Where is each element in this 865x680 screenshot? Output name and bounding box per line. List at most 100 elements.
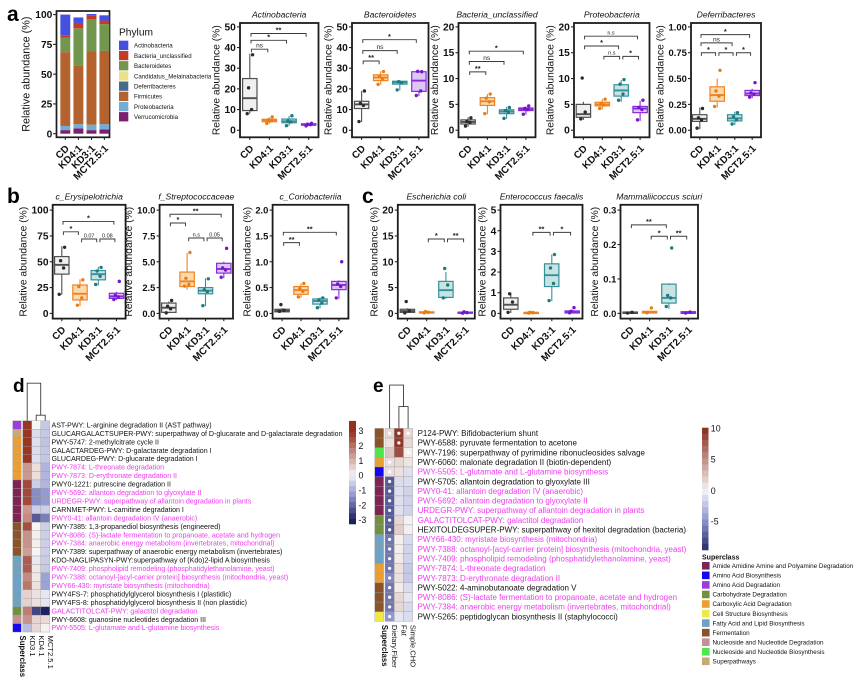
svg-text:c_Coriobacteriia: c_Coriobacteriia: [279, 191, 341, 201]
svg-text:Proteobacteria: Proteobacteria: [134, 104, 174, 111]
svg-text:Cell Structure Biosynthesis: Cell Structure Biosynthesis: [713, 611, 788, 618]
svg-text:10: 10: [443, 74, 455, 85]
svg-text:GALACTITOLCAT-PWY: galactitol: GALACTITOLCAT-PWY: galactitol degradatio…: [418, 516, 584, 525]
svg-text:5: 5: [388, 283, 394, 294]
svg-text:Candidatus_Melainabacteria: Candidatus_Melainabacteria: [134, 73, 212, 80]
svg-text:7.5: 7.5: [142, 230, 155, 241]
svg-text:e: e: [373, 376, 384, 397]
svg-text:Escherichia coli: Escherichia coli: [406, 191, 467, 201]
svg-text:**: **: [676, 228, 682, 237]
svg-text:50: 50: [37, 257, 49, 268]
svg-text:*: *: [267, 33, 270, 42]
svg-text:c: c: [362, 185, 374, 208]
svg-text:PWY-7874: L-threonate degradat: PWY-7874: L-threonate degradation: [52, 465, 165, 472]
svg-text:0.25: 0.25: [669, 99, 687, 110]
svg-text:0: 0: [43, 309, 49, 320]
svg-text:Deferribacteres: Deferribacteres: [134, 84, 176, 91]
svg-text:Carboxylic Acid Degradation: Carboxylic Acid Degradation: [713, 601, 793, 608]
svg-text:URDEGR-PWY: superpathway of al: URDEGR-PWY: superpathway of allantoin de…: [418, 506, 645, 515]
svg-text:PWY-7384: anaerobic energy met: PWY-7384: anaerobic energy metabolism (i…: [52, 541, 275, 548]
svg-text:*: *: [561, 225, 564, 234]
svg-text:PWY-7385: 1,3-propanediol bios: PWY-7385: 1,3-propanediol biosynthesis (…: [52, 524, 221, 531]
svg-text:0.05: 0.05: [209, 232, 220, 238]
svg-text:25: 25: [41, 100, 53, 111]
svg-text:PWY-7409: phospholipid remodel: PWY-7409: phospholipid remodeling (phosp…: [418, 554, 672, 563]
svg-text:0: 0: [342, 126, 348, 137]
svg-text:Enterococcus faecalis: Enterococcus faecalis: [500, 191, 584, 201]
svg-text:2: 2: [359, 441, 364, 451]
svg-text:n.s: n.s: [608, 51, 616, 57]
svg-text:*: *: [600, 38, 603, 47]
svg-text:10: 10: [382, 257, 394, 268]
svg-text:PWY0-41: allantoin degradation: PWY0-41: allantoin degradation IV (anaer…: [418, 487, 584, 496]
svg-text:Dietary.Fiber: Dietary.Fiber: [390, 625, 399, 668]
svg-text:2.0: 2.0: [255, 205, 268, 216]
svg-text:c_Erysipelotrichia: c_Erysipelotrichia: [56, 191, 124, 201]
svg-text:30: 30: [224, 64, 236, 75]
svg-text:0.2: 0.2: [603, 239, 616, 250]
svg-text:Amino Acid Degradation: Amino Acid Degradation: [713, 582, 781, 589]
svg-text:5: 5: [449, 100, 455, 111]
svg-text:0.0: 0.0: [255, 308, 268, 319]
svg-text:GALACTARDEG-PWY: D-galactarate: GALACTARDEG-PWY: D-galactarate degradati…: [52, 448, 212, 455]
svg-text:GLUCARGALACTSUPER-PWY: superpa: GLUCARGALACTSUPER-PWY: superpathway of D…: [52, 431, 343, 438]
svg-text:**: **: [289, 235, 295, 244]
svg-text:10.0: 10.0: [137, 205, 155, 216]
svg-text:100: 100: [32, 206, 49, 217]
svg-text:-2: -2: [359, 500, 367, 510]
svg-text:30: 30: [336, 64, 348, 75]
svg-text:3: 3: [491, 247, 497, 258]
svg-text:Relative abundance (%): Relative abundance (%): [324, 25, 335, 135]
svg-text:0.07: 0.07: [84, 233, 95, 239]
svg-text:*: *: [724, 27, 727, 36]
svg-text:0.5: 0.5: [255, 282, 268, 293]
svg-text:f_Streptococcaceae: f_Streptococcaceae: [158, 191, 234, 201]
svg-text:Firmicutes: Firmicutes: [134, 94, 162, 101]
svg-text:*: *: [658, 228, 661, 237]
svg-text:0: 0: [564, 126, 570, 137]
svg-text:0: 0: [359, 471, 364, 481]
svg-text:50: 50: [336, 22, 348, 33]
svg-text:PWY-5265: peptidoglycan biosyn: PWY-5265: peptidoglycan biosynthesis II …: [418, 612, 619, 621]
svg-text:PWY4FS-8: phosphatidylglycerol: PWY4FS-8: phosphatidylglycerol biosynthe…: [52, 600, 247, 607]
svg-text:d: d: [13, 376, 25, 397]
svg-text:0: 0: [230, 126, 236, 137]
svg-text:GALACTITOLCAT-PWY: galactitol: GALACTITOLCAT-PWY: galactitol degradatio…: [52, 608, 198, 615]
svg-text:Phylum: Phylum: [119, 28, 153, 39]
svg-text:*: *: [495, 43, 498, 52]
svg-text:PWY-5705: allantoin degradatio: PWY-5705: allantoin degradation to glyox…: [418, 477, 590, 486]
svg-text:ns: ns: [377, 44, 385, 51]
svg-text:PWY-7873: D-erythronate degrad: PWY-7873: D-erythronate degradation II: [418, 574, 560, 583]
svg-text:PWY-7409: phospholipid remodel: PWY-7409: phospholipid remodeling (phosp…: [52, 566, 275, 573]
svg-text:Proteobacteria: Proteobacteria: [584, 10, 640, 20]
svg-text:ns: ns: [256, 43, 264, 50]
svg-text:5.0: 5.0: [142, 256, 155, 267]
svg-text:PWY0-1221: putrescine degradat: PWY0-1221: putrescine degradation II: [52, 482, 172, 489]
svg-text:0.0: 0.0: [142, 308, 155, 319]
svg-text:*: *: [388, 32, 391, 41]
svg-text:CARNMET-PWY: L-carnitine degra: CARNMET-PWY: L-carnitine degradation I: [52, 507, 184, 514]
svg-text:KD4.1: KD4.1: [37, 636, 46, 657]
svg-text:10: 10: [224, 105, 236, 116]
svg-text:Relative abundance (%): Relative abundance (%): [19, 207, 30, 317]
svg-text:n.s: n.s: [607, 31, 615, 37]
svg-text:Relative abundance (%): Relative abundance (%): [478, 207, 489, 317]
svg-text:PWY-7874: L-threonate degradat: PWY-7874: L-threonate degradation: [418, 564, 546, 573]
svg-text:**: **: [193, 206, 199, 215]
svg-text:PWY-7389: superpathway of anae: PWY-7389: superpathway of anaerobic ener…: [52, 549, 283, 556]
svg-text:PWY-6060: malonate degradation: PWY-6060: malonate degradation II (bioti…: [418, 458, 612, 467]
svg-text:AST-PWY: L-arginine degradatio: AST-PWY: L-arginine degradation II (AST …: [52, 422, 212, 429]
svg-text:MCT2.5.1: MCT2.5.1: [46, 636, 55, 669]
svg-text:ns: ns: [713, 36, 721, 43]
svg-text:0.3: 0.3: [603, 205, 616, 216]
svg-text:20: 20: [224, 84, 236, 95]
svg-text:Mammaliicoccus sciuri: Mammaliicoccus sciuri: [616, 191, 703, 201]
svg-text:n.s: n.s: [193, 232, 201, 238]
svg-text:Relative abundance (%): Relative abundance (%): [590, 207, 601, 317]
svg-text:50: 50: [224, 22, 236, 33]
svg-text:PWY-7384: anaerobic energy met: PWY-7384: anaerobic energy metabolism (i…: [418, 603, 671, 612]
svg-text:15: 15: [382, 231, 394, 242]
svg-text:Relative abundance (%): Relative abundance (%): [546, 25, 557, 135]
svg-text:0: 0: [491, 309, 497, 320]
svg-text:Relative abundance (%): Relative abundance (%): [369, 207, 380, 317]
